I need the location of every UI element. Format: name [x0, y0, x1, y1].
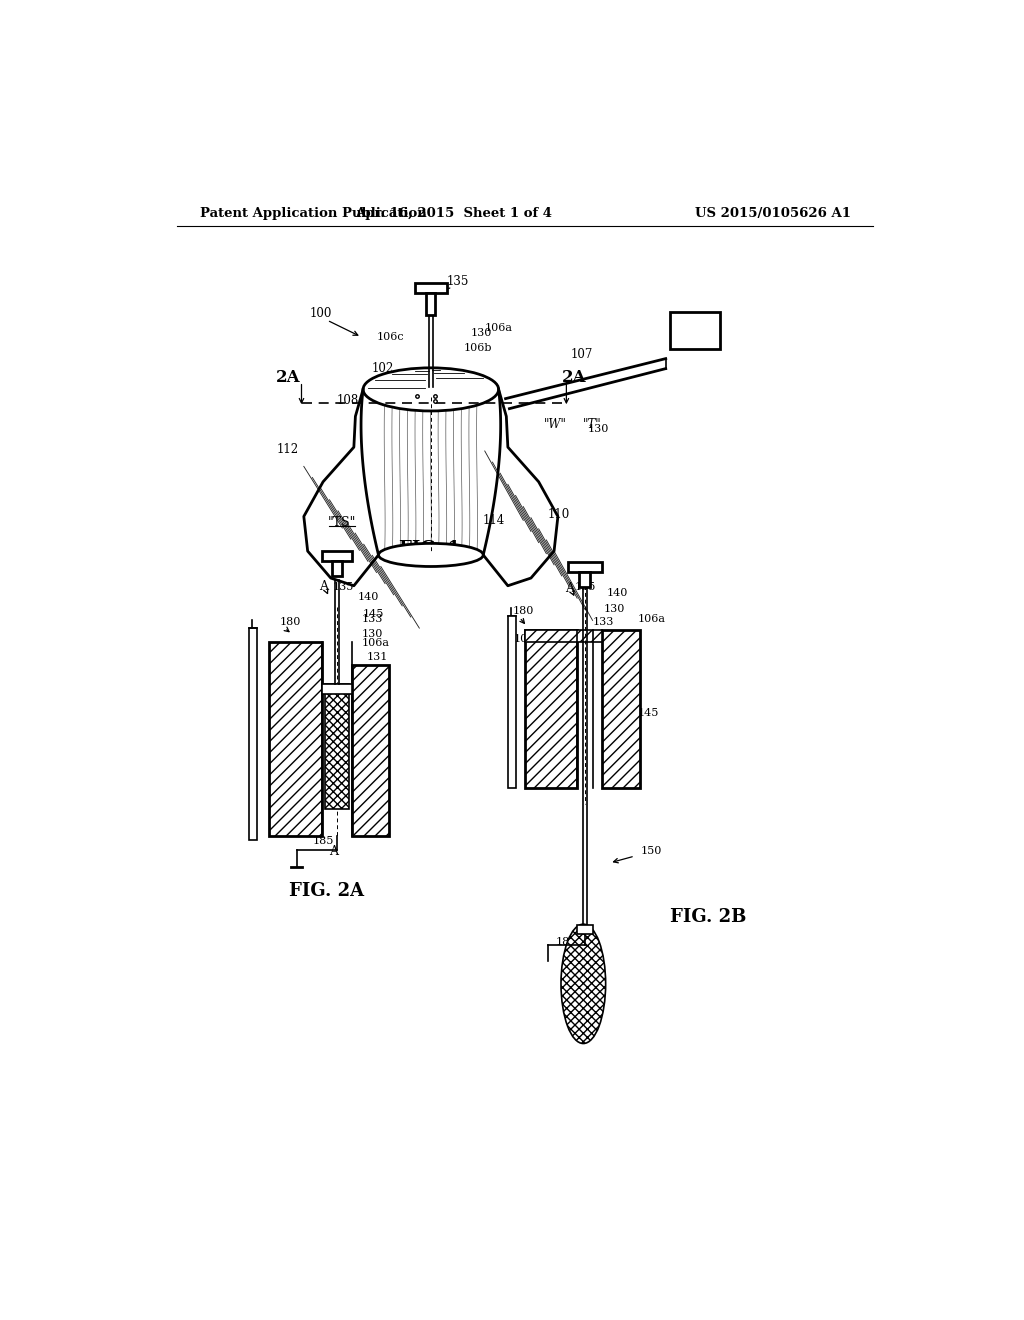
Text: 140: 140 [606, 589, 628, 598]
Text: "W": "W" [544, 418, 567, 432]
Text: 106a: 106a [484, 323, 513, 333]
Text: US 2015/0105626 A1: US 2015/0105626 A1 [694, 207, 851, 220]
Bar [524, 630, 602, 642]
Text: 106a: 106a [361, 639, 389, 648]
Text: FIG. 2A: FIG. 2A [290, 883, 365, 900]
Text: 130: 130 [361, 630, 383, 639]
Text: 135: 135 [446, 275, 469, 288]
Text: "T": "T" [584, 418, 602, 432]
Text: A: A [319, 579, 329, 593]
Text: 185: 185 [556, 937, 578, 948]
Bar [325, 684, 349, 809]
Text: 106b: 106b [463, 343, 492, 352]
Text: 106c: 106c [513, 634, 541, 644]
Bar [352, 665, 389, 836]
Text: 130: 130 [471, 329, 493, 338]
Text: 106c: 106c [377, 333, 404, 342]
Text: A: A [565, 582, 574, 594]
Text: 112: 112 [276, 444, 299, 455]
Bar [426, 293, 435, 314]
Text: 107: 107 [571, 348, 593, 362]
Text: 133: 133 [593, 616, 614, 627]
Ellipse shape [364, 368, 499, 411]
Text: 145: 145 [637, 708, 658, 718]
Bar [568, 562, 602, 572]
Text: Apr. 16, 2015  Sheet 1 of 4: Apr. 16, 2015 Sheet 1 of 4 [355, 207, 553, 220]
Text: 106a: 106a [637, 614, 666, 624]
Bar [508, 615, 515, 788]
Bar [415, 284, 447, 293]
Text: 102: 102 [372, 362, 394, 375]
Text: 131: 131 [589, 631, 610, 640]
Text: S: S [688, 322, 699, 339]
Ellipse shape [561, 924, 605, 1044]
Text: 140: 140 [357, 593, 379, 602]
Text: 130: 130 [587, 425, 608, 434]
Bar [332, 561, 342, 576]
Text: 135: 135 [333, 582, 353, 593]
Text: FIG. 1: FIG. 1 [398, 540, 460, 558]
Text: 108: 108 [336, 393, 358, 407]
Text: 180: 180 [280, 616, 301, 627]
Text: FIG. 2B: FIG. 2B [670, 908, 745, 925]
Text: 150: 150 [640, 846, 662, 857]
Text: 145: 145 [364, 610, 384, 619]
Text: 2A: 2A [562, 370, 587, 387]
Bar [580, 572, 590, 586]
Bar [578, 924, 593, 933]
Bar [602, 630, 640, 788]
Text: "TS": "TS" [328, 516, 356, 529]
Bar [323, 684, 351, 693]
Bar [524, 630, 578, 788]
Text: A: A [577, 1030, 586, 1043]
Text: 131: 131 [367, 652, 388, 663]
Text: 130: 130 [604, 603, 626, 614]
Bar [322, 552, 352, 561]
Ellipse shape [379, 544, 483, 566]
Text: 2A: 2A [276, 370, 301, 387]
Text: 180: 180 [512, 606, 534, 616]
Text: A: A [330, 845, 338, 858]
Text: 185: 185 [312, 837, 334, 846]
Text: Patent Application Publication: Patent Application Publication [200, 207, 427, 220]
Text: 110: 110 [548, 508, 570, 520]
Text: 150: 150 [271, 696, 293, 706]
Text: 100: 100 [309, 308, 332, 321]
Text: 133: 133 [361, 614, 383, 624]
Bar [670, 313, 720, 350]
Text: 114: 114 [482, 513, 505, 527]
Bar [249, 628, 257, 840]
Bar [269, 642, 322, 836]
Text: 106c: 106c [280, 644, 307, 655]
Text: 135: 135 [574, 582, 596, 593]
